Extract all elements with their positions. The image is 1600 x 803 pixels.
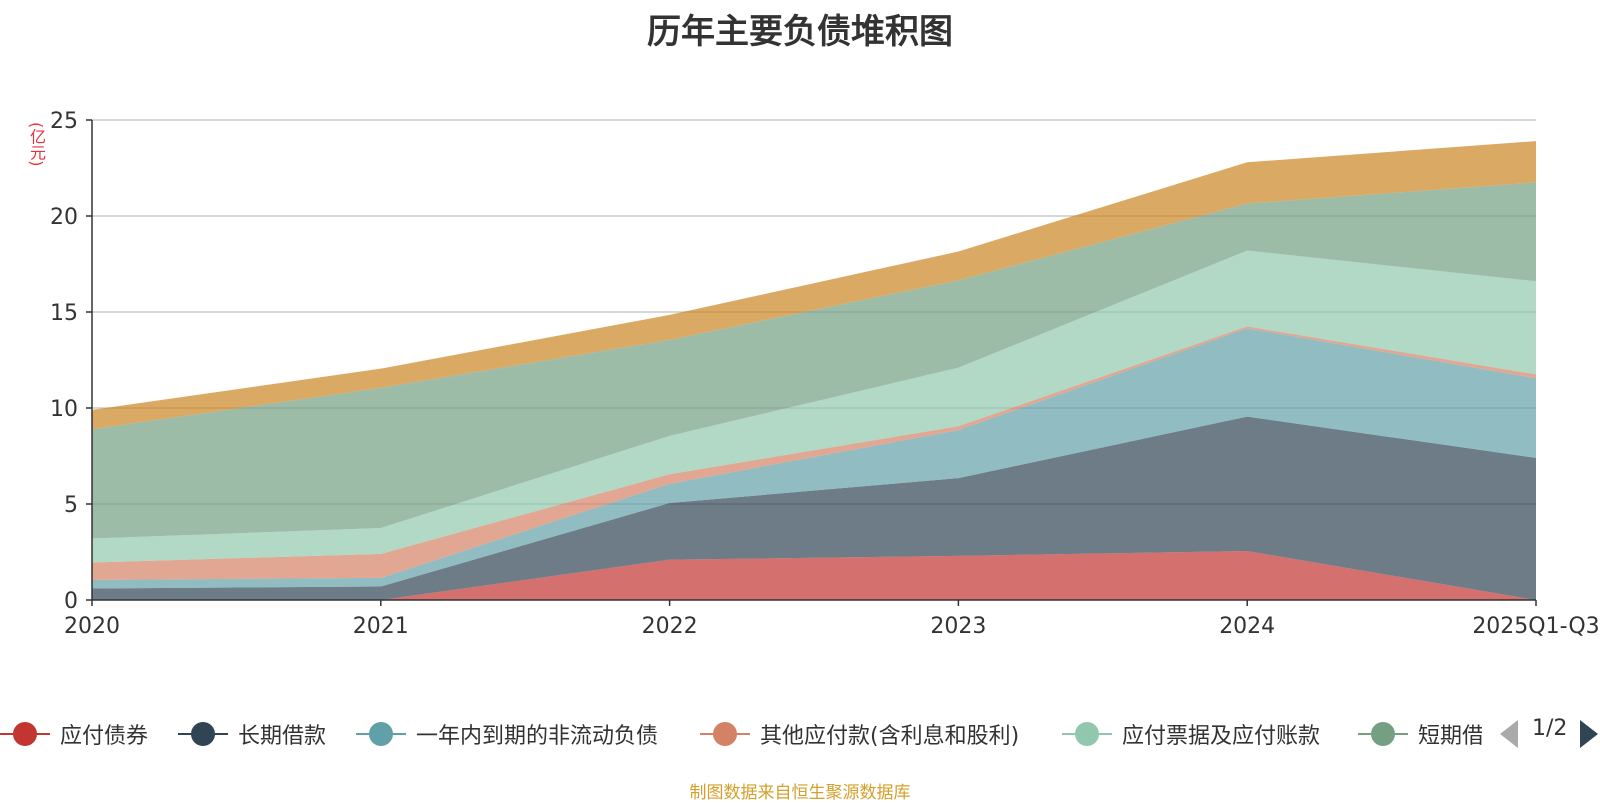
- legend-marker-icon: [1062, 714, 1112, 754]
- area-series-4: [92, 250, 1536, 563]
- legend-next-page-icon[interactable]: [1580, 720, 1598, 748]
- area-series-0: [92, 551, 1536, 600]
- chart-plot: 0 5 10 15 20 25 2020 2021 2022 2023 2024 2025Q1-Q3: [50, 109, 1600, 639]
- legend-label: 应付债券: [60, 724, 149, 749]
- x-tick-label: 2024: [1219, 614, 1275, 639]
- legend-label: 其他应付款(含利息和股利): [760, 724, 1020, 749]
- y-tick-label: 10: [50, 397, 78, 422]
- legend-prev-page-icon[interactable]: [1500, 720, 1518, 748]
- y-tick-label: 5: [64, 493, 78, 518]
- source-note: 制图数据来自恒生聚源数据库: [689, 783, 911, 803]
- x-tick-label: 2025Q1-Q3: [1472, 614, 1599, 639]
- area-series-1: [92, 416, 1536, 600]
- legend-label: 短期借款: [1418, 724, 1482, 749]
- legend-item[interactable]: 一年内到期的非流动负债: [356, 714, 658, 754]
- legend-item[interactable]: 短期借款: [1358, 714, 1482, 754]
- x-tick-label: 2021: [353, 614, 409, 639]
- legend-page-indicator: 1/2: [1532, 716, 1568, 741]
- chart-title: 历年主要负债堆积图: [647, 12, 953, 52]
- area-series-2: [92, 328, 1536, 589]
- legend-label: 一年内到期的非流动负债: [416, 724, 659, 749]
- y-tick-label: 25: [50, 109, 78, 134]
- legend-label: 应付票据及应付账款: [1122, 724, 1321, 749]
- y-tick-label: 20: [50, 205, 78, 230]
- x-tick-label: 2022: [642, 614, 698, 639]
- x-tick-label: 2020: [64, 614, 120, 639]
- legend-marker-icon: [356, 714, 406, 754]
- x-tick-label: 2023: [930, 614, 986, 639]
- area-series-3: [92, 326, 1536, 580]
- legend-item[interactable]: 应付票据及应付账款: [1062, 714, 1320, 754]
- legend-marker-icon: [700, 714, 750, 754]
- y-tick-label: 0: [64, 589, 78, 614]
- y-tick-label: 15: [50, 301, 78, 326]
- legend-marker-icon: [1358, 714, 1408, 754]
- area-series-5: [92, 182, 1536, 539]
- legend-label: 长期借款: [238, 724, 327, 749]
- legend-marker-icon: [178, 714, 228, 754]
- area-series-6: [92, 141, 1536, 430]
- legend-item[interactable]: 其他应付款(含利息和股利): [700, 714, 1019, 754]
- y-axis-unit-label: (亿元): [27, 122, 46, 167]
- legend: 应付债券 长期借款 一年内到期的非流动负债 其他应付款(含利息和股利) 应付票据及应付账…: [0, 714, 1600, 754]
- legend-item[interactable]: 长期借款: [178, 714, 326, 754]
- legend-marker-icon: [0, 714, 50, 754]
- legend-item[interactable]: 应付债券: [0, 714, 148, 754]
